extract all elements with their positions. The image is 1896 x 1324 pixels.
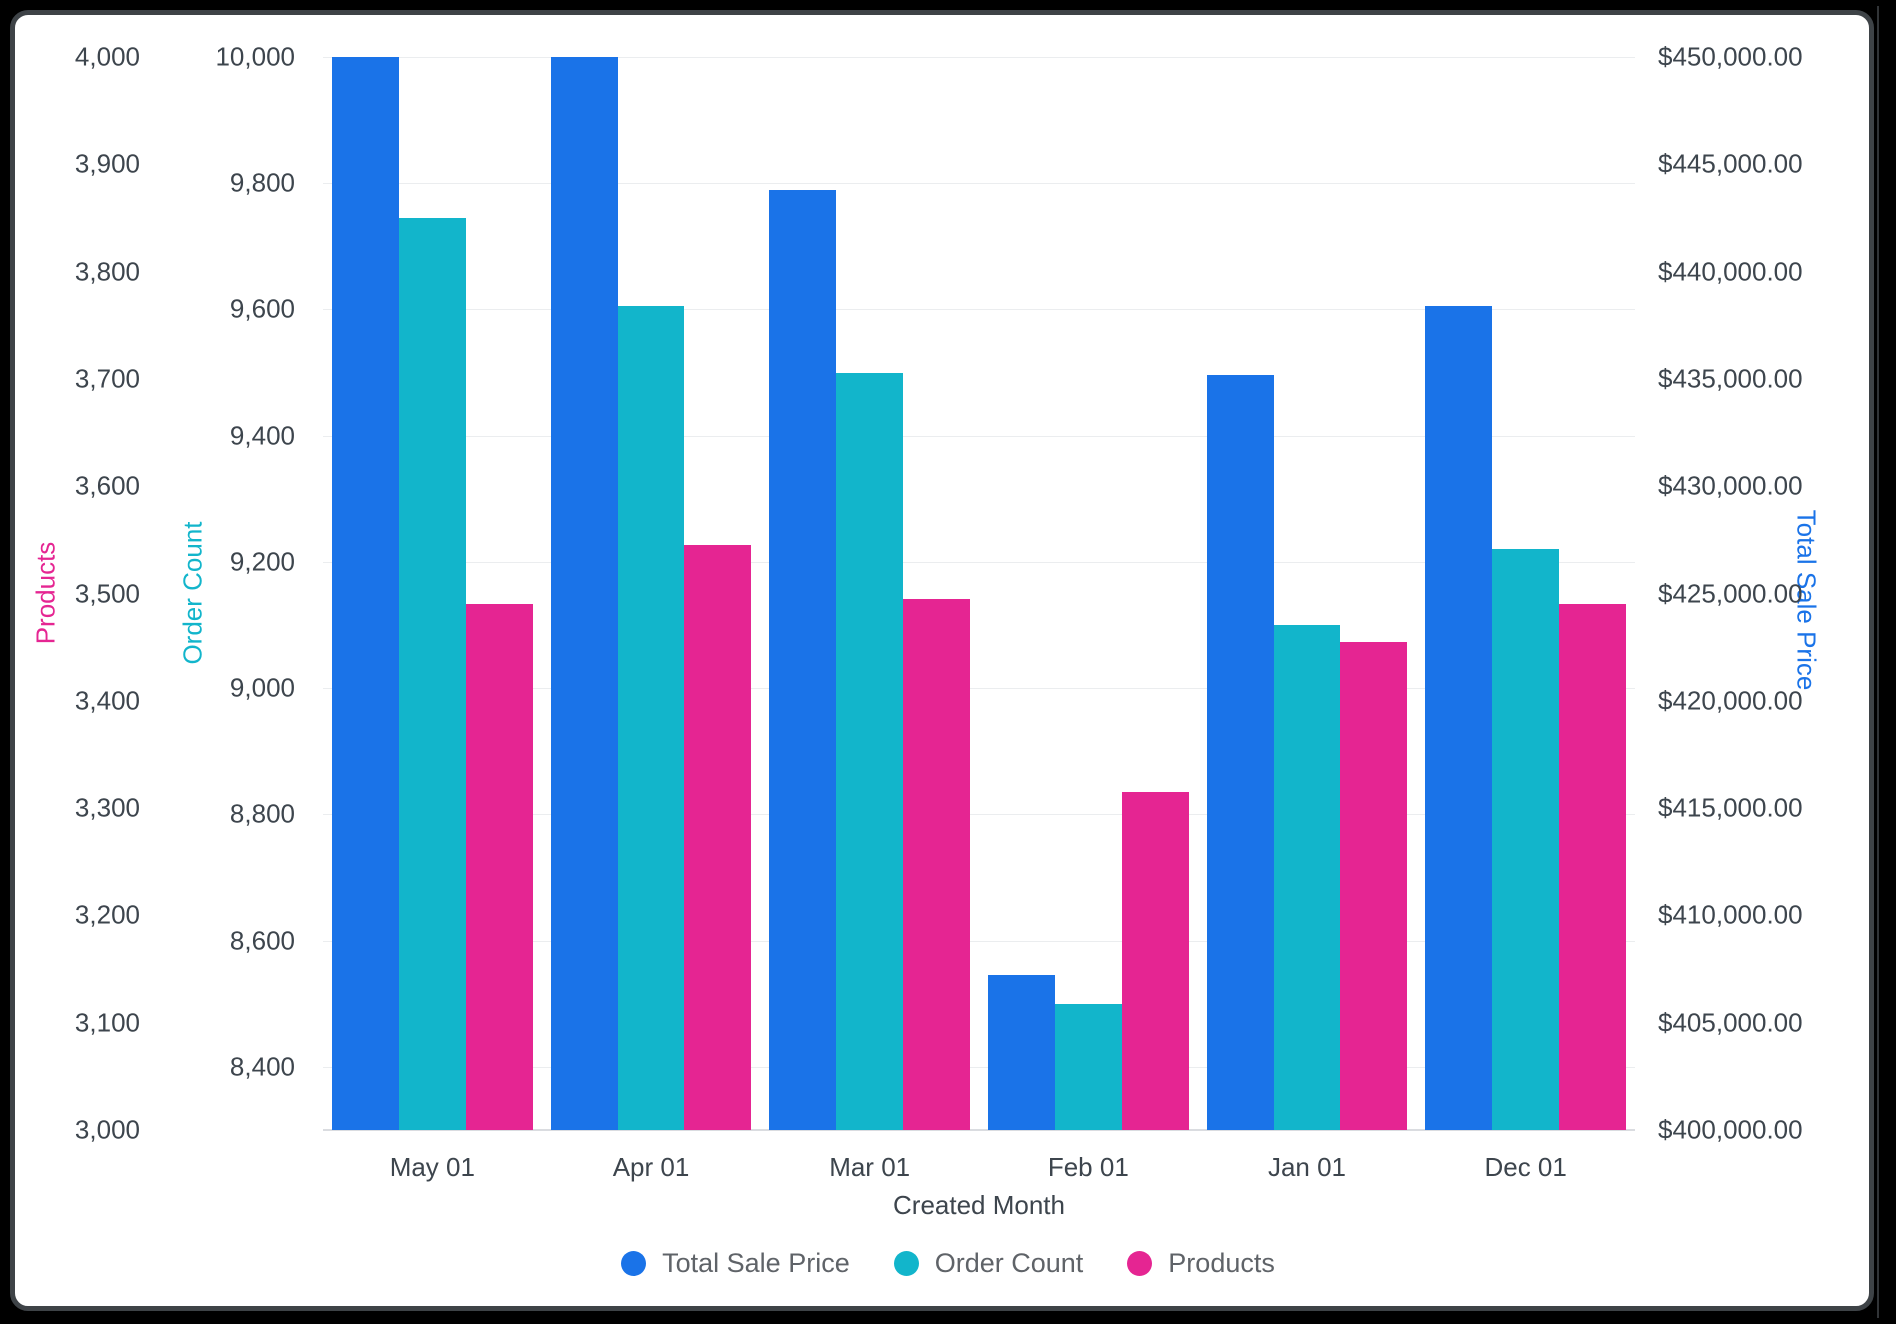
bar-products-mar-01[interactable] [903, 598, 970, 1130]
order-count-tick-label: 8,400 [229, 1051, 295, 1082]
total-sale-price-tick-label: $435,000.00 [1658, 363, 1803, 394]
legend-item-order-count[interactable]: Order Count [893, 1248, 1084, 1279]
products-tick-label: 3,300 [74, 792, 140, 823]
total-sale-price-tick-label: $450,000.00 [1658, 41, 1803, 72]
bar-total-sale-price-feb-01[interactable] [988, 975, 1055, 1130]
bar-order-count-jan-01[interactable] [1273, 625, 1341, 1130]
gridline [323, 561, 1635, 563]
x-tick-label-mar-01: Mar 01 [829, 1152, 911, 1182]
products-tick-label: 3,700 [74, 363, 140, 394]
bar-products-apr-01[interactable] [684, 545, 752, 1130]
gridline [323, 940, 1635, 942]
order-count-tick-label: 9,600 [229, 293, 295, 324]
products-tick-label: 3,900 [74, 148, 140, 179]
products-tick-label: 3,600 [74, 470, 140, 501]
bar-products-may-01[interactable] [465, 604, 533, 1130]
legend-item-total-sale-price[interactable]: Total Sale Price [621, 1248, 850, 1279]
total-sale-price-tick-label: $400,000.00 [1658, 1114, 1803, 1145]
x-tick-label-feb-01: Feb 01 [1047, 1152, 1129, 1182]
total-sale-price-tick-label: $405,000.00 [1658, 1007, 1803, 1038]
order-count-tick-label: 9,000 [229, 672, 295, 703]
gridline [323, 1066, 1635, 1068]
bar-total-sale-price-may-01[interactable] [332, 57, 399, 1130]
order-count-axis-title: Order Count [177, 521, 208, 665]
products-tick-label: 3,400 [74, 685, 140, 716]
total-sale-price-tick-label: $440,000.00 [1658, 256, 1803, 287]
legend-label: Products [1168, 1248, 1275, 1278]
total-sale-price-tick-label: $415,000.00 [1658, 792, 1803, 823]
legend-swatch-products-icon [1127, 1251, 1153, 1276]
products-tick-label: 3,000 [74, 1114, 140, 1145]
total-sale-price-tick-label: $410,000.00 [1658, 899, 1803, 930]
bar-total-sale-price-dec-01[interactable] [1425, 305, 1493, 1130]
order-count-tick-label: 8,600 [229, 925, 295, 956]
total-sale-price-tick-label: $445,000.00 [1658, 148, 1803, 179]
legend-item-products[interactable]: Products [1127, 1248, 1275, 1279]
total-sale-price-tick-label: $425,000.00 [1658, 578, 1803, 608]
total-sale-price-tick-label: $430,000.00 [1658, 470, 1803, 501]
x-axis-line [323, 1129, 1635, 1131]
window-edge-highlight [1877, 6, 1879, 1318]
gridline [323, 814, 1635, 816]
order-count-tick-label: 10,000 [215, 41, 295, 72]
x-tick-label-may-01: May 01 [389, 1152, 475, 1182]
legend-label: Order Count [934, 1248, 1084, 1278]
gridline [323, 435, 1635, 437]
x-tick-label-jan-01: Jan 01 [1267, 1152, 1347, 1182]
gridline [323, 57, 1635, 58]
bar-total-sale-price-jan-01[interactable] [1206, 374, 1274, 1130]
legend-swatch-total-sale-price-icon [621, 1251, 647, 1276]
x-axis-title: Created Month [893, 1190, 1065, 1220]
products-tick-label: 4,000 [74, 41, 140, 72]
order-count-tick-label: 9,800 [229, 167, 295, 198]
order-count-tick-label: 9,200 [229, 546, 295, 577]
bar-order-count-dec-01[interactable] [1492, 549, 1560, 1130]
total-sale-price-tick-label: $420,000.00 [1658, 685, 1803, 716]
products-tick-label: 3,200 [74, 899, 140, 930]
bar-order-count-mar-01[interactable] [836, 372, 904, 1130]
bar-order-count-apr-01[interactable] [617, 306, 685, 1130]
bar-total-sale-price-mar-01[interactable] [769, 190, 837, 1130]
bar-total-sale-price-apr-01[interactable] [550, 57, 618, 1130]
bar-products-jan-01[interactable] [1340, 641, 1408, 1130]
bar-products-dec-01[interactable] [1559, 604, 1626, 1130]
legend-label: Total Sale Price [662, 1248, 850, 1278]
products-tick-label: 3,100 [74, 1007, 140, 1038]
gridline [323, 183, 1635, 185]
products-tick-label: 3,800 [74, 256, 140, 287]
x-tick-label-dec-01: Dec 01 [1484, 1152, 1567, 1182]
order-count-tick-label: 9,400 [229, 420, 295, 451]
legend-swatch-order-count-icon [893, 1251, 919, 1276]
bar-order-count-feb-01[interactable] [1054, 1003, 1122, 1130]
legend: Total Sale Price Order Count Products [0, 1248, 1896, 1279]
x-tick-label-apr-01: Apr 01 [612, 1152, 690, 1182]
products-tick-label: 3,500 [74, 578, 140, 608]
gridline [323, 309, 1635, 311]
bar-products-feb-01[interactable] [1121, 792, 1189, 1130]
bar-order-count-may-01[interactable] [398, 217, 466, 1130]
gridline [323, 688, 1635, 690]
order-count-tick-label: 8,800 [229, 798, 295, 829]
